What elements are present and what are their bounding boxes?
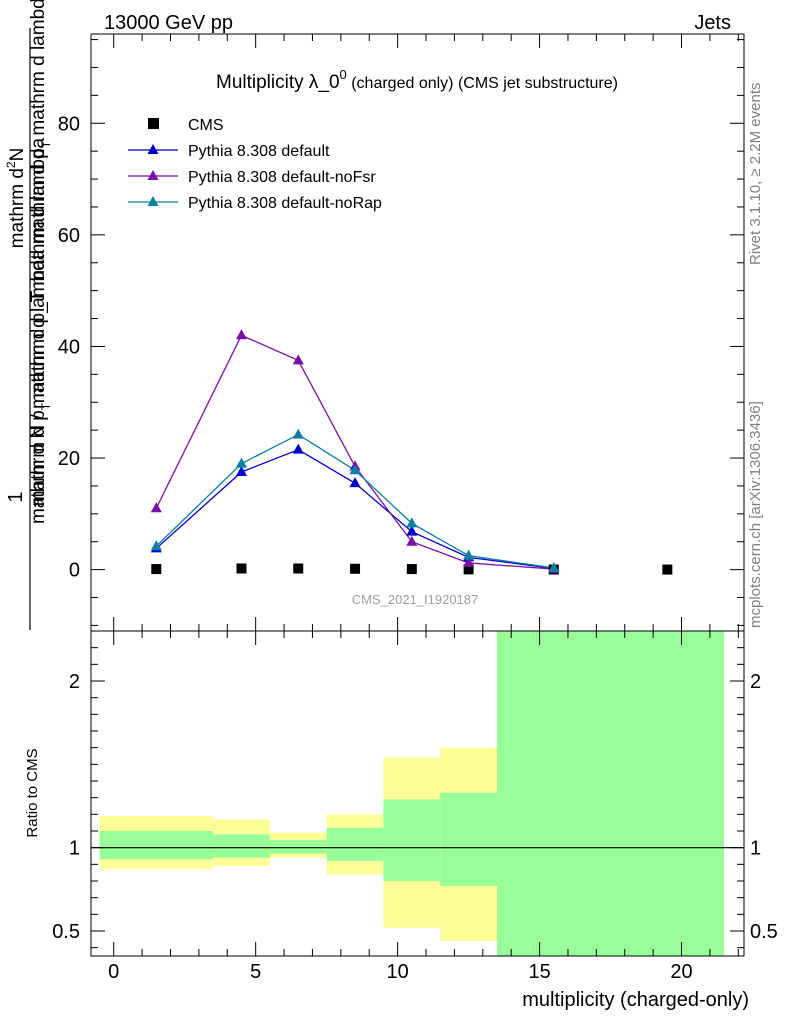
ylabel-line2-rest: mathrm d lambda [28, 249, 49, 403]
chart-title-sup: 0 [340, 67, 347, 82]
mc-data-point [292, 443, 304, 454]
cms-data-point [151, 564, 162, 575]
mc-data-point [150, 540, 162, 551]
ratio-xlabel: multiplicity (charged-only) [522, 989, 749, 1011]
ratio-stat-band [326, 827, 384, 861]
main-ylabel: 1 mathrm d N / mathrm d p_T mathrm d lam… [4, 0, 53, 630]
ratio-ytick-label: 2 [69, 671, 80, 693]
ratio-ytick-label-right: 0.5 [750, 921, 778, 943]
legend-marker-triangle [147, 144, 159, 154]
ratio-panel-frame [90, 630, 745, 957]
legend-label: CMS [188, 117, 224, 134]
cms-data-point [293, 563, 304, 574]
mc-data-point [235, 329, 247, 340]
ratio-ytick-label-right: 1 [750, 838, 761, 860]
main-ytick-label: 80 [58, 113, 80, 135]
main-ytick-label: 60 [58, 225, 80, 247]
legend-label: Pythia 8.308 default-noFsr [188, 169, 376, 186]
mc-data-point [406, 535, 418, 546]
mc-data-point [406, 525, 418, 536]
series-line [155, 433, 554, 569]
mc-data-point [235, 465, 247, 476]
ratio-xtick-label: 0 [108, 961, 119, 983]
ylabel-line2-sub: T [39, 402, 53, 410]
main-axis-ticks: 0 20 40 60 80 [58, 34, 744, 631]
ratio-xtick-label: 5 [250, 961, 261, 983]
mc-data-point [292, 354, 304, 365]
rivet-version-label: Rivet 3.1.10, ≥ 2.2M events [747, 83, 764, 266]
chart-title: Multiplicity λ_00 (charged only) (CMS je… [216, 67, 618, 93]
series-line [155, 334, 554, 570]
mcplots-reference-label: mcplots.cern.ch [arXiv:1306.3436] [747, 401, 764, 628]
ratio-stat-band [213, 834, 270, 858]
ratio-panel: 0.5 0.51 12 20 5 10 15 20 Ratio to CMS multipli… [24, 630, 778, 1011]
main-ytick-label: 0 [69, 560, 80, 582]
ratio-ytick-label-right: 2 [750, 671, 761, 693]
legend-label: Pythia 8.308 default [188, 143, 330, 160]
legend-marker-square [148, 118, 159, 129]
ratio-bands [99, 631, 725, 956]
ylabel-numerator: 1 [5, 491, 27, 502]
ratio-axis-ticks: 0.5 0.51 12 20 5 10 15 20 [52, 631, 778, 983]
mc-data-point [292, 428, 304, 439]
legend: CMS Pythia 8.308 default Pythia 8.308 defa… [128, 117, 382, 212]
ratio-ylabel: Ratio to CMS [24, 748, 41, 837]
mc-data-point [463, 549, 475, 560]
ratio-xtick-label: 20 [670, 961, 692, 983]
mc-data-point [349, 464, 361, 475]
watermark-label: CMS_2021_I1920187 [352, 592, 479, 607]
cms-data-point [662, 564, 673, 575]
cms-data-point [350, 563, 361, 574]
cms-data-point [463, 564, 474, 575]
ratio-stat-band [269, 840, 327, 854]
ylabel-line1-sup: 2 [4, 161, 18, 168]
ratio-stat-band [99, 831, 214, 860]
ratio-ytick-label: 0.5 [52, 921, 80, 943]
mc-data-point [349, 477, 361, 488]
ylabel-line1: mathrm d2N [4, 148, 28, 249]
ratio-stat-band [383, 799, 441, 881]
ylabel-line2: mathrm d pT mathrm d lambda [28, 249, 53, 506]
cms-data-point [236, 563, 247, 574]
legend-marker-triangle [147, 170, 159, 180]
ratio-ytick-label: 1 [69, 838, 80, 860]
ratio-xtick-label: 10 [387, 961, 409, 983]
ylabel-line3-rest: mathrm d lambda [28, 0, 49, 141]
mc-data-point [150, 502, 162, 513]
ratio-stat-band [496, 631, 725, 956]
legend-marker-triangle [147, 196, 159, 206]
ratio-stat-band [440, 792, 497, 886]
header-energy-label: 13000 GeV pp [104, 12, 233, 34]
header-category-label: Jets [694, 12, 731, 34]
mc-data-point [406, 517, 418, 528]
ratio-xtick-label: 15 [528, 961, 550, 983]
main-ytick-label: 40 [58, 336, 80, 358]
ylabel-line3: mathrm d pT mathrm d lambda [28, 0, 53, 244]
mc-data-point [235, 457, 247, 468]
ylabel-line1-rest: N [7, 148, 28, 162]
mc-data-point [463, 556, 475, 567]
cms-data-point [406, 564, 417, 575]
ylabel-line3-sub: T [39, 140, 53, 148]
main-series-group [150, 329, 673, 575]
legend-label: Pythia 8.308 default-noRap [188, 195, 382, 212]
mc-data-point [548, 561, 560, 572]
chart-title-rest: (charged only) (CMS jet substructure) [347, 75, 618, 92]
ylabel-denominator: mathrm d N / mathrm d p_T mathrm d lambd… [28, 138, 49, 525]
main-ytick-label: 20 [58, 448, 80, 470]
